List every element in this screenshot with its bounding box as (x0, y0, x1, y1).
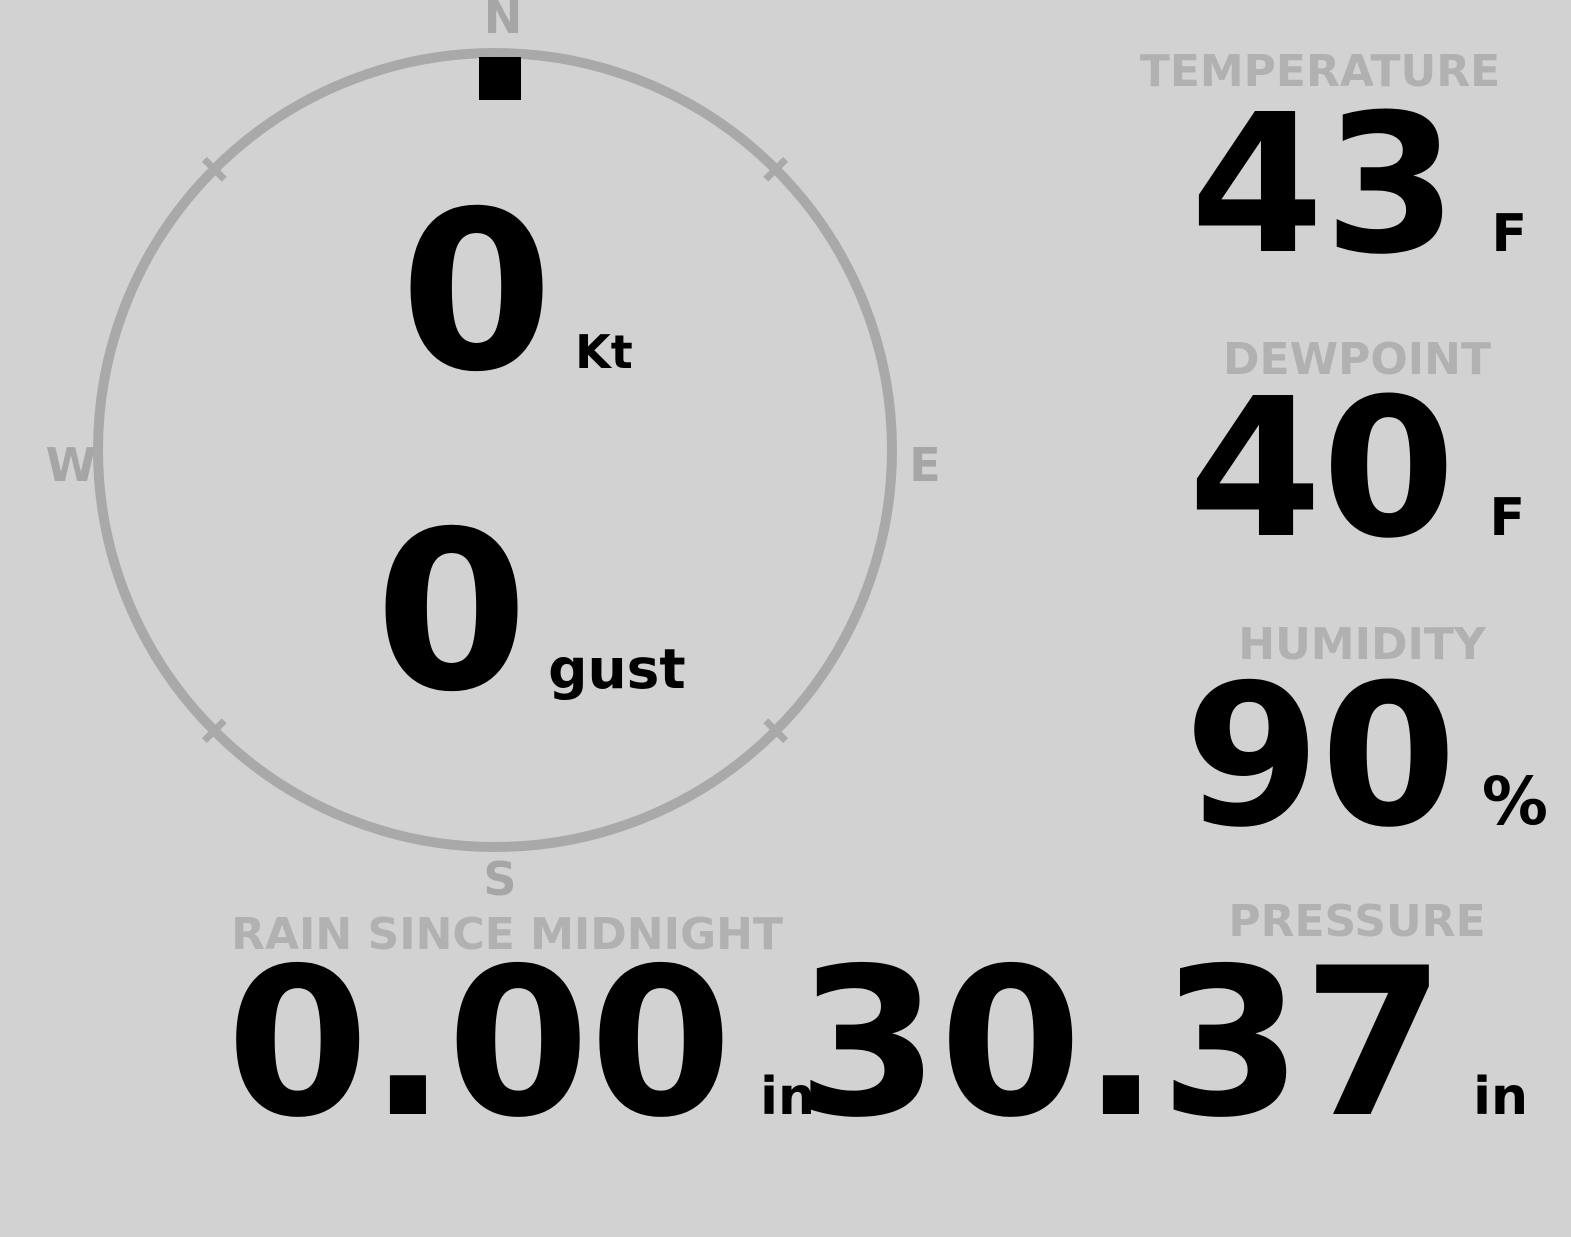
dewpoint-unit: F (1489, 488, 1525, 548)
rain-since-midnight-reading: 0.00 in (226, 942, 815, 1147)
temperature-unit: F (1491, 204, 1527, 264)
dewpoint-value: 40 (1188, 358, 1456, 581)
compass-label-east: E (909, 438, 941, 492)
compass-label-north: N (483, 0, 523, 44)
dewpoint-label: DEWPOINT (1223, 334, 1491, 385)
wind-gust-unit: gust (548, 637, 686, 701)
temperature-label: TEMPERATURE (1139, 46, 1501, 97)
rain-since-midnight-value: 0.00 (226, 925, 733, 1163)
compass-dial (93, 48, 897, 852)
wind-gust: 0 gust (375, 502, 686, 722)
compass-ticks (201, 156, 789, 744)
pressure-reading: 30.37 in (797, 942, 1528, 1147)
humidity-unit: % (1481, 763, 1548, 840)
humidity-label: HUMIDITY (1238, 619, 1486, 670)
pressure-value: 30.37 (796, 925, 1446, 1163)
wind-speed-value: 0 (400, 164, 554, 420)
temperature-reading: 43 F (1190, 90, 1527, 282)
wind-direction-marker-icon (479, 57, 521, 100)
wind-speed: 0 Kt (400, 182, 633, 402)
compass-ring (93, 48, 897, 852)
humidity-reading: 90% (1184, 659, 1548, 855)
pressure-label: PRESSURE (1228, 896, 1486, 947)
temperature-value: 43 (1190, 74, 1458, 297)
dewpoint-reading: 40 F (1188, 374, 1525, 566)
compass-label-west: W (45, 438, 97, 492)
humidity-value: 90 (1184, 643, 1457, 871)
rain-since-midnight-unit: in (760, 1067, 815, 1127)
pressure-unit: in (1473, 1067, 1528, 1127)
rain-since-midnight-label: RAIN SINCE MIDNIGHT (231, 909, 783, 960)
compass-label-south: S (483, 852, 517, 906)
wind-speed-unit: Kt (575, 325, 633, 379)
wind-gust-value: 0 (375, 484, 529, 740)
